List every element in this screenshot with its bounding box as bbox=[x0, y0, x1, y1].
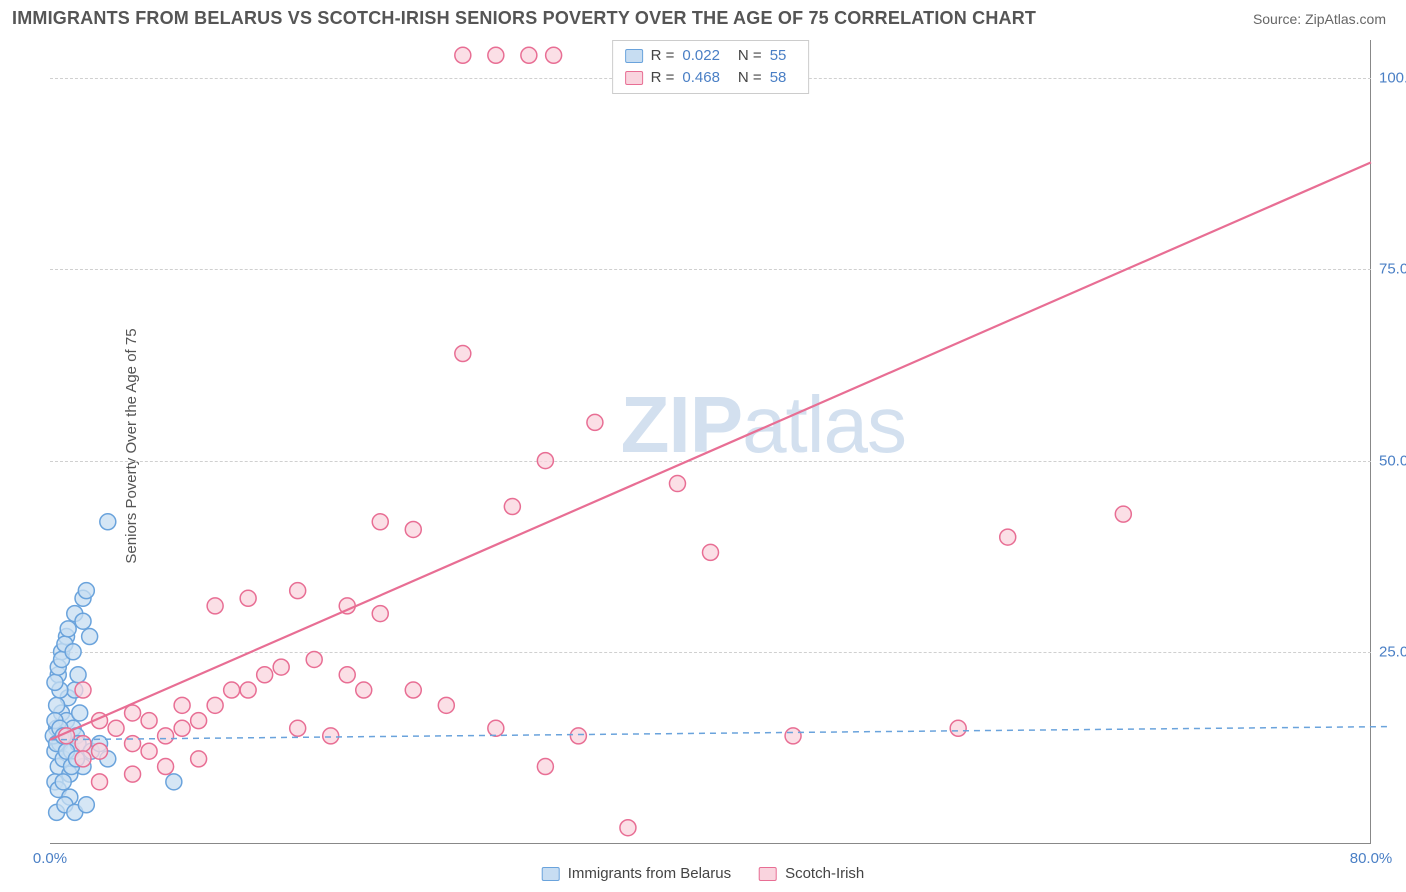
scatter-point bbox=[78, 583, 94, 599]
chart-source: Source: ZipAtlas.com bbox=[1253, 11, 1386, 27]
scatter-point bbox=[455, 47, 471, 63]
scatter-point bbox=[191, 751, 207, 767]
n-value-belarus: 55 bbox=[770, 45, 787, 67]
scatter-point bbox=[323, 728, 339, 744]
scatter-point bbox=[504, 499, 520, 515]
x-tick-label: 0.0% bbox=[33, 850, 67, 867]
scatter-point bbox=[207, 598, 223, 614]
scatter-point bbox=[570, 728, 586, 744]
scatter-point bbox=[125, 766, 141, 782]
scatter-point bbox=[703, 544, 719, 560]
n-value-scotch: 58 bbox=[770, 67, 787, 89]
r-label: R = bbox=[651, 67, 675, 89]
swatch-scotch bbox=[625, 71, 643, 85]
r-value-belarus: 0.022 bbox=[682, 45, 720, 67]
scatter-point bbox=[72, 705, 88, 721]
trend-line bbox=[50, 162, 1371, 739]
scatter-point bbox=[60, 621, 76, 637]
scatter-point bbox=[240, 590, 256, 606]
scatter-point bbox=[488, 720, 504, 736]
r-value-scotch: 0.468 bbox=[682, 67, 720, 89]
scatter-point bbox=[174, 720, 190, 736]
scatter-point bbox=[174, 697, 190, 713]
scatter-point bbox=[455, 346, 471, 362]
scatter-point bbox=[75, 613, 91, 629]
n-label: N = bbox=[738, 67, 762, 89]
scatter-point bbox=[158, 759, 174, 775]
swatch-belarus-icon bbox=[542, 867, 560, 881]
series-legend: Immigrants from Belarus Scotch-Irish bbox=[542, 865, 865, 882]
scatter-point bbox=[405, 682, 421, 698]
chart-plot-area: ZIPatlas 25.0%50.0%75.0%100.0% 0.0%80.0%… bbox=[50, 40, 1371, 844]
scatter-point bbox=[537, 759, 553, 775]
swatch-scotch-icon bbox=[759, 867, 777, 881]
scatter-point bbox=[306, 651, 322, 667]
y-tick-label: 100.0% bbox=[1379, 70, 1406, 87]
scatter-point bbox=[1115, 506, 1131, 522]
scatter-point bbox=[75, 751, 91, 767]
scatter-point bbox=[65, 644, 81, 660]
scatter-point bbox=[950, 720, 966, 736]
scatter-point bbox=[75, 682, 91, 698]
legend-item-belarus: Immigrants from Belarus bbox=[542, 865, 731, 882]
scatter-point bbox=[55, 774, 71, 790]
r-label: R = bbox=[651, 45, 675, 67]
y-tick-label: 75.0% bbox=[1379, 261, 1406, 278]
scatter-point bbox=[356, 682, 372, 698]
legend-label-scotch: Scotch-Irish bbox=[785, 865, 864, 882]
scatter-point bbox=[240, 682, 256, 698]
scatter-point bbox=[372, 606, 388, 622]
scatter-point bbox=[537, 453, 553, 469]
scatter-point bbox=[75, 736, 91, 752]
scatter-point bbox=[785, 728, 801, 744]
scatter-point bbox=[166, 774, 182, 790]
scatter-point bbox=[207, 697, 223, 713]
x-tick-label: 80.0% bbox=[1350, 850, 1393, 867]
scatter-point bbox=[125, 736, 141, 752]
scatter-point bbox=[438, 697, 454, 713]
n-label: N = bbox=[738, 45, 762, 67]
y-tick-label: 50.0% bbox=[1379, 452, 1406, 469]
scatter-point bbox=[273, 659, 289, 675]
scatter-point bbox=[191, 713, 207, 729]
scatter-point bbox=[100, 514, 116, 530]
scatter-point bbox=[92, 774, 108, 790]
scatter-point bbox=[290, 720, 306, 736]
scatter-point bbox=[488, 47, 504, 63]
correlation-legend: R = 0.022 N = 55 R = 0.468 N = 58 bbox=[612, 40, 810, 94]
scatter-point bbox=[372, 514, 388, 530]
chart-title: IMMIGRANTS FROM BELARUS VS SCOTCH-IRISH … bbox=[12, 8, 1036, 29]
scatter-point bbox=[141, 713, 157, 729]
scatter-point bbox=[587, 414, 603, 430]
scatter-point bbox=[546, 47, 562, 63]
scatter-point bbox=[125, 705, 141, 721]
scatter-point bbox=[158, 728, 174, 744]
scatter-point bbox=[108, 720, 124, 736]
scatter-point bbox=[92, 743, 108, 759]
scatter-point bbox=[521, 47, 537, 63]
scatter-point bbox=[339, 667, 355, 683]
legend-label-belarus: Immigrants from Belarus bbox=[568, 865, 731, 882]
y-tick-label: 25.0% bbox=[1379, 643, 1406, 660]
scatter-point bbox=[70, 667, 86, 683]
scatter-point bbox=[224, 682, 240, 698]
scatter-point bbox=[405, 521, 421, 537]
scatter-point bbox=[1000, 529, 1016, 545]
chart-header: IMMIGRANTS FROM BELARUS VS SCOTCH-IRISH … bbox=[0, 0, 1406, 33]
swatch-belarus bbox=[625, 49, 643, 63]
scatter-point bbox=[78, 797, 94, 813]
legend-item-scotch: Scotch-Irish bbox=[759, 865, 864, 882]
legend-row-scotch: R = 0.468 N = 58 bbox=[625, 67, 797, 89]
scatter-point bbox=[47, 674, 63, 690]
legend-row-belarus: R = 0.022 N = 55 bbox=[625, 45, 797, 67]
scatter-point bbox=[620, 820, 636, 836]
scatter-point bbox=[669, 476, 685, 492]
trend-line bbox=[50, 727, 1391, 740]
scatter-point bbox=[82, 629, 98, 645]
scatter-point bbox=[141, 743, 157, 759]
scatter-point bbox=[290, 583, 306, 599]
scatter-point bbox=[257, 667, 273, 683]
scatter-plot bbox=[50, 40, 1371, 843]
scatter-point bbox=[49, 697, 65, 713]
